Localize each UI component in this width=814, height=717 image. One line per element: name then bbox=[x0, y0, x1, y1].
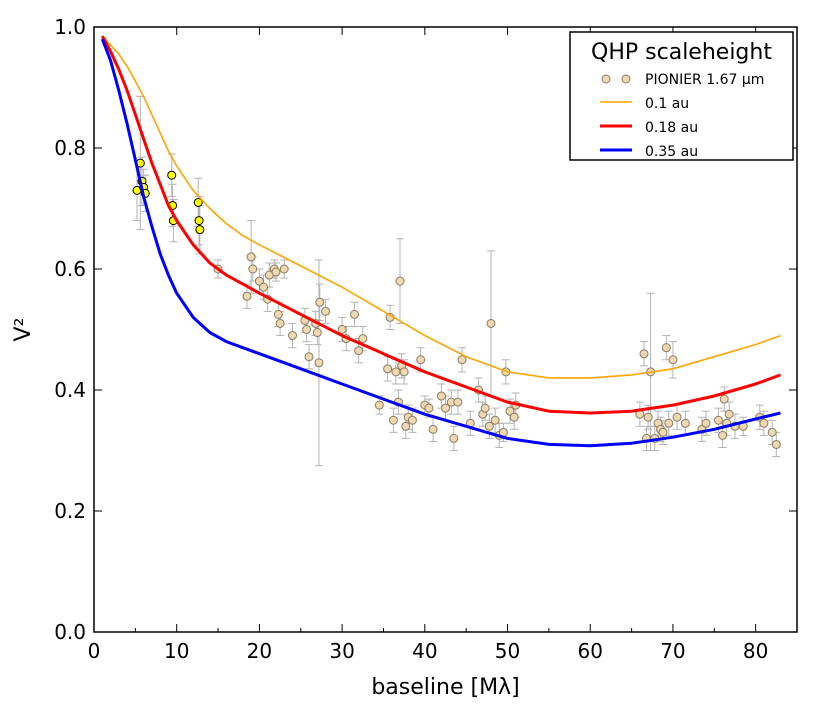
data-point bbox=[321, 306, 331, 316]
y-tick-label: 0.2 bbox=[54, 499, 86, 523]
legend-label: PIONIER 1.67 µm bbox=[645, 72, 764, 88]
data-point bbox=[668, 355, 678, 365]
data-point bbox=[337, 325, 347, 334]
data-point bbox=[486, 318, 496, 328]
data-point bbox=[287, 331, 297, 341]
data-point bbox=[407, 415, 417, 425]
data-point bbox=[315, 297, 325, 307]
data-point bbox=[399, 367, 409, 377]
data-point bbox=[302, 325, 312, 334]
data-point bbox=[643, 412, 653, 422]
y-axis-title: V² bbox=[11, 318, 36, 342]
data-point bbox=[441, 403, 450, 413]
data-point bbox=[259, 282, 269, 292]
data-point bbox=[759, 418, 769, 428]
data-point bbox=[358, 334, 368, 344]
data-point bbox=[246, 252, 256, 262]
data-point bbox=[701, 418, 711, 428]
data-point bbox=[279, 264, 289, 274]
data-point bbox=[194, 216, 204, 226]
series-line-0-35-au bbox=[100, 38, 781, 448]
x-tick-label: 80 bbox=[743, 639, 768, 663]
x-tick-label: 50 bbox=[495, 639, 520, 663]
legend-entries: PIONIER 1.67 µm 0.1 au 0.18 au 0.35 au bbox=[600, 72, 764, 160]
legend-marker bbox=[621, 74, 631, 84]
data-point bbox=[304, 352, 314, 362]
y-tick-label: 0.0 bbox=[54, 620, 86, 644]
series-line-0-1-au bbox=[101, 35, 781, 379]
data-point bbox=[314, 358, 324, 368]
data-point bbox=[275, 318, 285, 328]
data-point bbox=[395, 276, 405, 286]
series-layer bbox=[100, 35, 782, 467]
legend-box bbox=[569, 31, 794, 161]
x-tick-label: 0 bbox=[88, 639, 101, 663]
data-point bbox=[271, 267, 281, 277]
data-point bbox=[428, 424, 438, 434]
data-point bbox=[388, 415, 398, 425]
data-point bbox=[242, 291, 252, 301]
data-point bbox=[718, 430, 728, 440]
x-tick-label: 40 bbox=[412, 639, 437, 663]
data-point bbox=[719, 394, 729, 404]
plot-frame bbox=[93, 26, 798, 633]
data-point bbox=[195, 225, 205, 235]
legend-label: 0.1 au bbox=[645, 96, 689, 112]
y-tick-label: 0.6 bbox=[54, 257, 86, 281]
data-point bbox=[767, 427, 777, 437]
x-tick-label: 20 bbox=[247, 639, 272, 663]
data-point bbox=[254, 276, 264, 286]
legend-title: QHP scaleheight bbox=[591, 40, 772, 65]
legend-marker bbox=[601, 74, 611, 84]
data-point bbox=[354, 346, 364, 356]
data-point bbox=[453, 397, 463, 407]
data-point bbox=[193, 197, 203, 207]
y-tick-label: 0.8 bbox=[54, 136, 86, 160]
data-point bbox=[457, 355, 467, 365]
data-point bbox=[449, 433, 459, 443]
data-point bbox=[658, 427, 668, 437]
data-point bbox=[672, 412, 682, 422]
data-point bbox=[350, 309, 360, 319]
legend-label: 0.35 au bbox=[645, 144, 698, 160]
x-tick-label: 10 bbox=[164, 639, 189, 663]
series-pionier-1-67-m-short-baselines- bbox=[132, 96, 205, 255]
series-line-0-18-au bbox=[100, 35, 782, 415]
y-tick-label: 1.0 bbox=[54, 15, 86, 39]
data-point bbox=[436, 391, 446, 401]
data-point bbox=[480, 403, 490, 413]
data-point bbox=[383, 364, 393, 374]
data-point bbox=[664, 418, 674, 428]
data-point bbox=[639, 349, 649, 359]
data-point bbox=[490, 415, 500, 425]
data-point bbox=[661, 343, 671, 353]
data-point bbox=[771, 439, 781, 449]
legend-label: 0.18 au bbox=[645, 120, 698, 136]
data-point bbox=[713, 415, 723, 425]
data-point bbox=[509, 412, 519, 422]
data-point bbox=[424, 403, 434, 413]
data-point bbox=[416, 355, 426, 365]
axis-ticks: 0 10 20 30 40 50 60 70 80 0.0 0.2 0.4 0.6 0.8 1.0 bbox=[54, 15, 797, 663]
data-point bbox=[724, 409, 734, 419]
y-tick-label: 0.4 bbox=[54, 378, 86, 402]
data-point bbox=[167, 170, 177, 180]
x-tick-label: 70 bbox=[660, 639, 685, 663]
x-tick-label: 30 bbox=[329, 639, 354, 663]
data-point bbox=[401, 421, 411, 431]
series-pionier-1-67-m bbox=[213, 220, 781, 467]
legend: QHP scaleheight PIONIER 1.67 µm 0.1 au 0.1… bbox=[569, 31, 794, 161]
data-point bbox=[374, 400, 384, 410]
x-tick-label: 60 bbox=[578, 639, 603, 663]
data-point bbox=[312, 328, 322, 338]
data-point bbox=[273, 309, 283, 319]
data-point bbox=[484, 421, 494, 431]
data-point bbox=[680, 418, 690, 428]
x-axis-title: baseline [Mλ] bbox=[371, 675, 519, 700]
data-point bbox=[505, 406, 515, 416]
data-point bbox=[248, 264, 258, 274]
